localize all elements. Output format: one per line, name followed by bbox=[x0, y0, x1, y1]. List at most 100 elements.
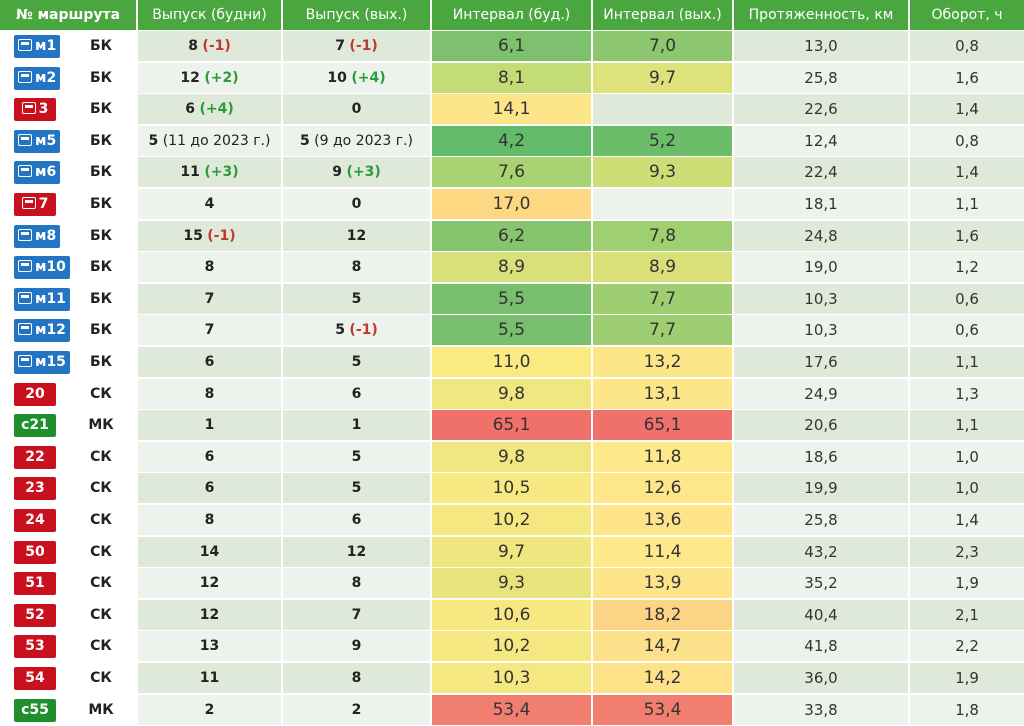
route-cell: 22 СК bbox=[0, 441, 136, 472]
fleet-weekday-value: 8 bbox=[204, 259, 215, 276]
turnaround-time: 1,4 bbox=[910, 505, 1024, 535]
fleet-weekday: 14 bbox=[138, 536, 281, 567]
fleet-weekday-delta: (-1) bbox=[202, 38, 231, 54]
trolleybus-icon bbox=[21, 102, 36, 115]
fleet-weekday: 8 bbox=[138, 252, 281, 283]
route-badge: м12 bbox=[14, 319, 70, 343]
route-cell: м6 БК bbox=[0, 157, 136, 188]
interval-weekday: 10,6 bbox=[432, 599, 591, 630]
route-length: 24,9 bbox=[734, 378, 908, 409]
interval-weekday: 11,0 bbox=[432, 347, 591, 377]
table-row: с55 МК 2 2 53,4 53,4 33,8 1,8 bbox=[0, 694, 1024, 726]
vehicle-class: БК bbox=[89, 354, 113, 370]
fleet-weekday-value: 12 bbox=[199, 575, 220, 592]
interval-weekend: 9,7 bbox=[593, 62, 732, 93]
fleet-weekday-value: 1 bbox=[204, 417, 215, 434]
table-row: м11 БК 7 5 5,5 7,7 10,3 0,6 bbox=[0, 283, 1024, 315]
route-length: 18,1 bbox=[734, 189, 908, 219]
vehicle-class: СК bbox=[90, 543, 112, 560]
route-cell: 53 СК bbox=[0, 631, 136, 662]
interval-weekday: 14,1 bbox=[432, 94, 591, 125]
fleet-weekday-value: 14 bbox=[199, 543, 220, 560]
route-number: 50 bbox=[25, 543, 45, 560]
fleet-weekend: 5 bbox=[283, 473, 430, 504]
route-badge: м6 bbox=[14, 161, 61, 185]
trolleybus-icon bbox=[18, 355, 32, 367]
table-row: 3 БК 6 (+4) 0 14,1 22,6 1,4 bbox=[0, 94, 1024, 125]
turnaround-time: 1,0 bbox=[910, 473, 1024, 504]
interval-weekday: 10,2 bbox=[432, 631, 591, 662]
fleet-weekend: 5 bbox=[283, 283, 430, 314]
turnaround-time: 1,8 bbox=[910, 694, 1024, 725]
fleet-weekend-value: 12 bbox=[346, 227, 367, 244]
fleet-weekend-delta: (+4) bbox=[351, 69, 386, 86]
header-turnaround-hours: Оборот, ч bbox=[910, 0, 1024, 30]
route-number: м2 bbox=[35, 69, 57, 86]
fleet-weekend-value: 8 bbox=[351, 670, 362, 686]
fleet-weekend-value: 6 bbox=[351, 512, 362, 528]
fleet-weekend-delta: (-1) bbox=[349, 38, 378, 54]
interval-weekday: 8,1 bbox=[432, 62, 591, 93]
fleet-weekday-delta: (+2) bbox=[204, 69, 239, 86]
fleet-weekday-value: 5 bbox=[148, 132, 159, 149]
fleet-weekday-value: 12 bbox=[199, 606, 220, 623]
fleet-weekday: 2 bbox=[138, 694, 281, 725]
trolleybus-icon bbox=[21, 197, 36, 209]
route-number: 24 bbox=[25, 512, 45, 528]
route-number: 3 bbox=[38, 101, 49, 118]
fleet-weekend: 5 bbox=[283, 441, 430, 472]
route-cell: 51 СК bbox=[0, 568, 136, 599]
fleet-weekend-value: 5 bbox=[299, 132, 310, 149]
route-number: м11 bbox=[35, 290, 66, 307]
trolleybus-icon bbox=[18, 165, 32, 178]
table-row: м1 БК 8 (-1) 7 (-1) 6,1 7,0 13,0 0,8 bbox=[0, 31, 1024, 62]
fleet-weekday-value: 8 bbox=[204, 512, 215, 528]
interval-weekday: 10,5 bbox=[432, 473, 591, 504]
fleet-weekend: 7 (-1) bbox=[283, 31, 430, 61]
route-number: с55 bbox=[21, 701, 49, 718]
route-cell: 50 СК bbox=[0, 536, 136, 567]
route-badge: м11 bbox=[14, 287, 70, 311]
interval-weekend: 9,3 bbox=[593, 157, 732, 188]
fleet-weekend-value: 9 bbox=[332, 164, 342, 181]
route-badge: 52 bbox=[14, 603, 56, 627]
route-number: с21 bbox=[21, 417, 49, 434]
route-length: 19,0 bbox=[734, 252, 908, 283]
route-badge: 22 bbox=[14, 445, 56, 469]
interval-weekday: 6,2 bbox=[432, 220, 591, 251]
header-interval-weekend: Интервал (вых.) bbox=[593, 0, 732, 30]
fleet-weekday: 11 (+3) bbox=[138, 157, 281, 188]
interval-weekend bbox=[593, 94, 732, 125]
route-number: 51 bbox=[25, 575, 45, 592]
route-cell: с55 МК bbox=[0, 694, 136, 725]
route-number: 54 bbox=[25, 670, 45, 686]
turnaround-time: 0,8 bbox=[910, 125, 1024, 156]
fleet-weekend: 9 bbox=[283, 631, 430, 662]
fleet-weekday: 7 bbox=[138, 283, 281, 314]
interval-weekday: 10,2 bbox=[432, 505, 591, 535]
table-row: 50 СК 14 12 9,7 11,4 43,2 2,3 bbox=[0, 536, 1024, 568]
fleet-weekend: 0 bbox=[283, 189, 430, 219]
interval-weekday: 4,2 bbox=[432, 125, 591, 156]
table-row: м2 БК 12 (+2) 10 (+4) 8,1 9,7 25,8 1,6 bbox=[0, 62, 1024, 94]
fleet-weekend-value: 5 bbox=[351, 448, 362, 465]
turnaround-time: 1,4 bbox=[910, 94, 1024, 125]
vehicle-class: СК bbox=[90, 638, 112, 655]
interval-weekend: 53,4 bbox=[593, 694, 732, 725]
interval-weekend: 11,4 bbox=[593, 536, 732, 567]
fleet-weekday-value: 7 bbox=[204, 322, 215, 339]
fleet-weekend: 8 bbox=[283, 252, 430, 283]
fleet-weekday-value: 7 bbox=[204, 290, 215, 307]
vehicle-class: БК bbox=[89, 322, 113, 339]
fleet-weekday-value: 4 bbox=[204, 196, 215, 212]
route-badge: м5 bbox=[14, 129, 61, 153]
interval-weekend: 14,2 bbox=[593, 663, 732, 693]
route-cell: 7 БК bbox=[0, 189, 136, 219]
route-length: 22,6 bbox=[734, 94, 908, 125]
route-number: м6 bbox=[35, 164, 57, 181]
vehicle-class: БК bbox=[89, 164, 113, 181]
route-length: 22,4 bbox=[734, 157, 908, 188]
interval-weekday: 9,8 bbox=[432, 378, 591, 409]
fleet-weekday-value: 6 bbox=[204, 448, 215, 465]
route-length: 24,8 bbox=[734, 220, 908, 251]
